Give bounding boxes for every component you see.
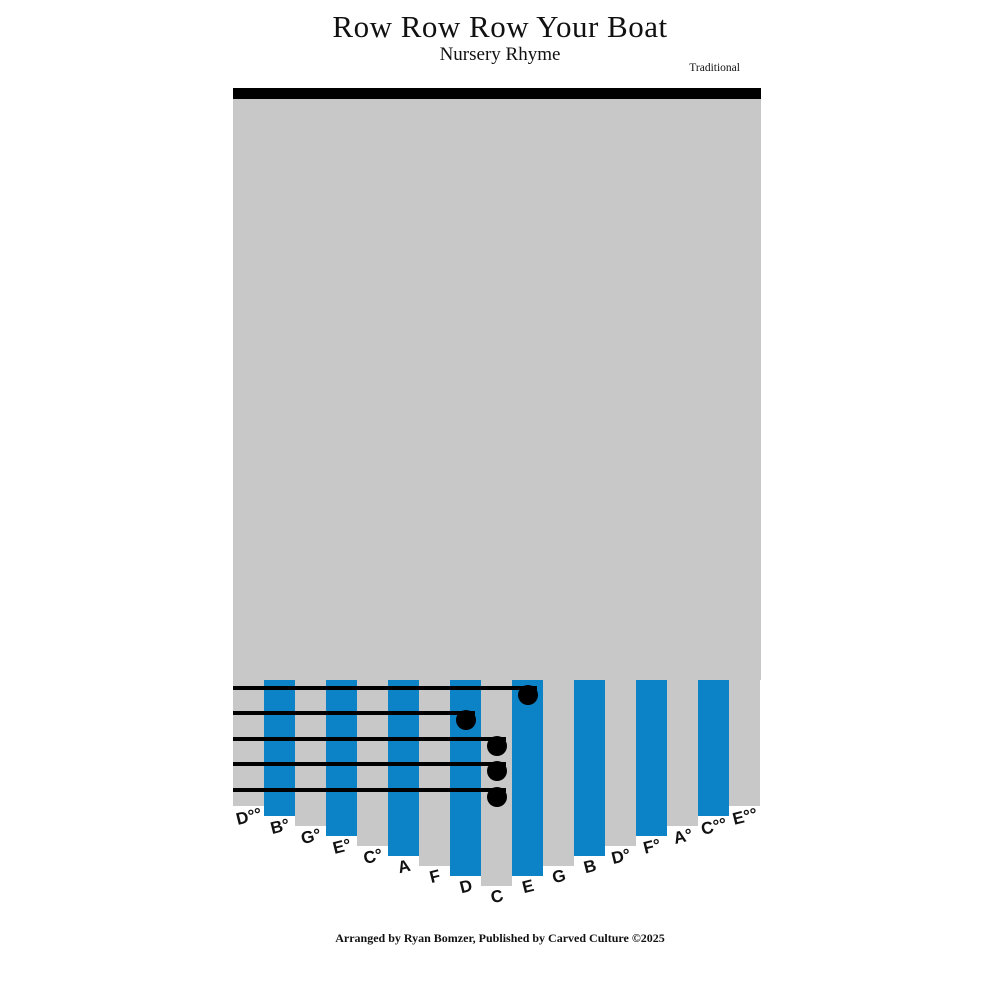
tine-label-F°: F° [640, 835, 663, 858]
credit-traditional: Traditional [689, 62, 740, 74]
tine-label-G: G [549, 865, 568, 888]
page-subtitle: Nursery Rhyme [439, 44, 561, 65]
tine-label-D°: D° [608, 844, 633, 869]
note-line-E [233, 686, 537, 690]
note-line-C [233, 737, 506, 741]
note-dot-D [455, 710, 476, 730]
tine-E° [326, 680, 357, 836]
tine-E [512, 680, 543, 876]
tine-D°° [233, 680, 264, 806]
note-line-D [233, 711, 475, 715]
tine-label-F: F [427, 866, 442, 887]
tine-label-D: D [457, 875, 474, 898]
kalimba-top-bar [233, 88, 761, 99]
tine-F [419, 680, 450, 866]
note-dot-C [486, 736, 507, 756]
tine-label-E°°: E°° [730, 804, 759, 829]
tine-label-A: A [395, 855, 412, 878]
note-line-C [233, 788, 506, 792]
tine-label-E°: E° [330, 835, 353, 858]
tine-label-C: C [488, 885, 505, 908]
note-dot-E [517, 685, 538, 705]
note-dot-C [486, 787, 507, 807]
footer-credit: Arranged by Ryan Bomzer, Published by Ca… [335, 931, 665, 945]
tine-F° [636, 680, 667, 836]
tine-label-E: E [519, 875, 536, 898]
tine-label-G°: G° [298, 824, 323, 849]
tine-G [543, 680, 574, 866]
note-line-C [233, 762, 506, 766]
tine-D° [605, 680, 636, 846]
tine-label-A°: A° [670, 824, 695, 849]
tine-label-B: B [581, 855, 598, 878]
tine-A° [667, 680, 698, 826]
tine-label-C°: C° [360, 844, 385, 869]
kalimba-tab-board: D°° B° G° E° C° A F D C E G B D° F° A° C°° E°° [233, 88, 761, 928]
tine-C [481, 680, 512, 886]
note-dot-C [486, 761, 507, 781]
tine-label-D°°: D°° [233, 804, 264, 829]
tine-A [388, 680, 419, 856]
kalimba-body [233, 99, 761, 680]
tine-B [574, 680, 605, 856]
tine-G° [295, 680, 326, 826]
tine-label-B°: B° [267, 814, 292, 839]
tine-E°° [729, 680, 760, 806]
tine-B° [264, 680, 295, 816]
tine-label-C°°: C°° [698, 814, 729, 839]
tine-C°° [698, 680, 729, 816]
page-title: Row Row Row Your Boat [332, 9, 668, 44]
